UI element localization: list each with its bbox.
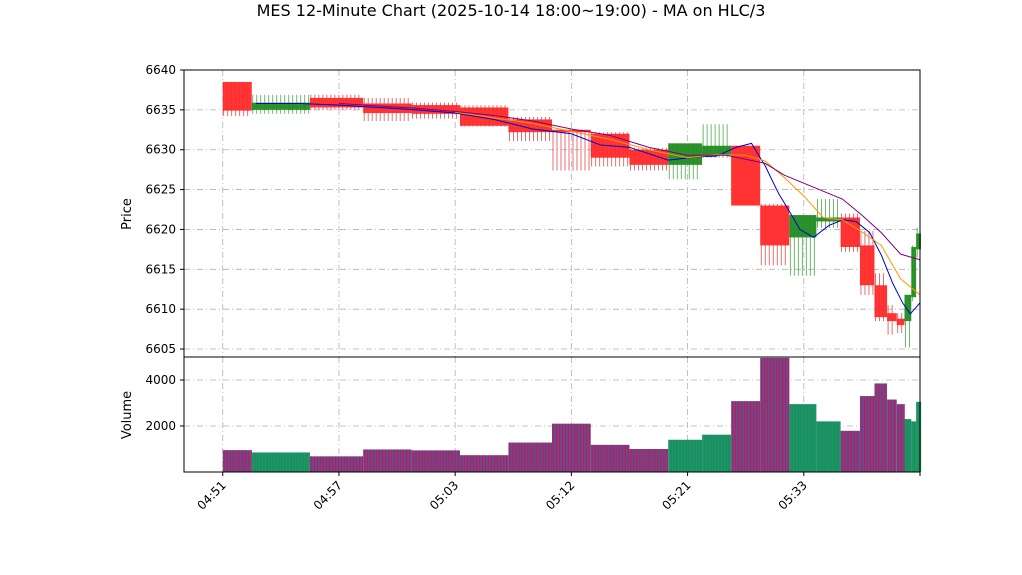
candle	[916, 227, 921, 258]
price-tick-label: 6625	[145, 183, 176, 197]
volume-bar	[460, 455, 509, 472]
price-panel: 6605 6610 6615 6620 6625 6630 6635 6640	[145, 63, 921, 358]
candle	[251, 94, 310, 114]
volume-bar	[222, 450, 252, 472]
candle	[859, 231, 875, 295]
price-axis-label: Price	[120, 198, 135, 230]
candle-body	[859, 245, 875, 286]
price-tick-label: 6635	[145, 103, 176, 117]
volume-bar	[668, 439, 703, 472]
volume-bar	[859, 396, 875, 472]
candle-body	[816, 217, 841, 222]
candle	[629, 148, 669, 171]
candle	[460, 105, 509, 127]
price-panel-frame	[183, 69, 921, 358]
candle	[904, 294, 912, 348]
candle-body	[840, 217, 860, 247]
volume-bar	[508, 442, 553, 472]
price-tick-label: 6630	[145, 143, 176, 157]
volume-bar	[789, 404, 817, 472]
volume-bar-rect	[911, 421, 917, 472]
candle-body	[896, 318, 905, 326]
volume-bar	[411, 450, 460, 472]
candle	[590, 132, 630, 167]
candle	[222, 81, 252, 117]
candle	[816, 199, 841, 228]
price-tick-label: 6605	[145, 342, 176, 356]
x-tick-label: 05:03	[427, 478, 461, 512]
candle	[309, 94, 364, 110]
candle-body	[668, 143, 703, 165]
candle-body	[629, 149, 669, 165]
candle-body	[904, 294, 912, 322]
volume-bar	[702, 434, 732, 472]
x-tick-label: 05:33	[776, 478, 810, 512]
volume-bar	[552, 423, 591, 472]
volume-bar	[251, 452, 310, 472]
candle-body	[874, 285, 888, 318]
volume-panel-frame	[183, 356, 921, 473]
volume-axis-label: Volume	[120, 391, 135, 439]
candle-body	[911, 246, 917, 298]
x-tick-label: 05:12	[543, 478, 577, 512]
volume-bar	[629, 449, 669, 472]
x-tick-label: 04:57	[311, 478, 345, 512]
candle-body	[251, 102, 310, 110]
candle	[411, 102, 460, 119]
moving-average-line	[455, 111, 921, 296]
price-tick-label: 6620	[145, 222, 176, 236]
price-tick-label: 6610	[145, 302, 176, 316]
volume-bar	[916, 401, 922, 472]
candle-body	[789, 215, 817, 238]
price-tick-label: 6640	[145, 63, 176, 77]
volume-bar	[309, 456, 364, 472]
volume-bar	[731, 401, 761, 472]
volume-bar	[874, 383, 888, 472]
moving-average-line	[255, 102, 921, 315]
volume-bar	[760, 357, 790, 472]
x-tick-label: 04:51	[194, 478, 228, 512]
volume-bar-rect	[896, 404, 905, 472]
candle	[668, 143, 703, 180]
volume-panel: 2000 4000	[145, 356, 922, 473]
candle-body	[887, 313, 897, 322]
volume-bar-rect	[411, 450, 460, 472]
candle-body	[702, 145, 732, 156]
volume-bar-rect	[816, 421, 841, 472]
volume-bar-rect	[363, 449, 412, 472]
candle-body	[222, 81, 252, 111]
volume-tick-label: 4000	[145, 373, 176, 387]
volume-bar-rect	[874, 383, 888, 472]
x-axis: 04:51 04:57 05:03 05:12 05:21 05:33	[194, 472, 921, 513]
candle	[911, 245, 917, 302]
volume-bar	[904, 419, 912, 472]
candle	[840, 213, 860, 252]
x-tick-label: 05:21	[659, 478, 693, 512]
price-tick-label: 6615	[145, 262, 176, 276]
volume-bar	[840, 430, 860, 472]
volume-bar	[911, 421, 917, 472]
candle-body	[309, 97, 364, 108]
volume-bar-rect	[460, 455, 509, 472]
volume-bar-rect	[916, 401, 921, 472]
volume-bar-rect	[904, 419, 912, 472]
candle	[702, 124, 732, 158]
candle	[887, 305, 897, 335]
candle-body	[760, 205, 790, 246]
candle	[789, 215, 817, 276]
chart-title: MES 12-Minute Chart (2025-10-14 18:00~19…	[257, 1, 766, 20]
volume-bar	[896, 404, 905, 472]
candle	[760, 203, 790, 266]
volume-bar	[816, 421, 841, 472]
candle	[874, 273, 888, 322]
moving-average-line	[338, 102, 921, 261]
volume-bar	[887, 399, 897, 472]
volume-bar	[590, 444, 630, 472]
candle-body	[916, 233, 921, 250]
volume-tick-label: 2000	[145, 419, 176, 433]
volume-bar	[363, 449, 412, 472]
candle	[896, 313, 905, 334]
